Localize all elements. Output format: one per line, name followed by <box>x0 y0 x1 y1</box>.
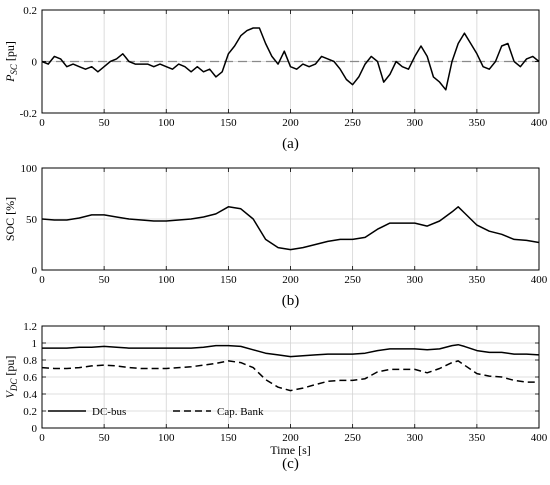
x-tick-label: 0 <box>39 117 45 129</box>
x-tick-label: 400 <box>531 117 548 129</box>
x-tick-label: 200 <box>282 274 299 286</box>
panel-caption: (b) <box>282 293 300 309</box>
series-line-cap-bank <box>41 360 539 392</box>
panel-b: 0 50 100 150 200 250 300 350 400 0 50 100 SOC [%] (b) <box>3 163 548 309</box>
panel-caption: (c) <box>282 456 299 472</box>
y-tick-label: 0.4 <box>23 389 37 401</box>
y-axis-label-main: V <box>3 389 17 398</box>
x-tick-label: 200 <box>282 117 299 129</box>
x-tick-label: 350 <box>469 117 486 129</box>
x-tick-label: 250 <box>344 117 361 129</box>
y-axis-label: PSC [pu] <box>3 41 19 83</box>
x-tick-label: 400 <box>531 432 548 444</box>
x-tick-label: 100 <box>158 117 175 129</box>
x-tick-label: 150 <box>220 432 237 444</box>
x-tick-label: 350 <box>469 274 486 286</box>
y-axis-label-unit: [pu] <box>3 41 17 64</box>
y-tick-label: 1.2 <box>23 321 37 333</box>
y-tick-label: 0 <box>32 57 38 69</box>
x-axis-label: Time [s] <box>270 443 311 457</box>
x-tick-label: 400 <box>531 274 548 286</box>
x-tick-label: 50 <box>99 274 111 286</box>
y-tick-label: 0.2 <box>23 406 37 418</box>
panel-c: 0 50 100 150 200 250 300 350 400 0 0.2 0.4 0.6 0.8 1 1.… <box>3 321 548 472</box>
series-line-1 <box>41 206 540 251</box>
x-tick-label: 100 <box>158 432 175 444</box>
series-line-1 <box>41 27 540 91</box>
y-axis-label-unit: [pu] <box>3 356 17 379</box>
x-tick-label: 250 <box>344 432 361 444</box>
x-tick-label: 250 <box>344 274 361 286</box>
y-tick-label: -0.2 <box>20 108 37 120</box>
x-tick-label: 300 <box>407 117 424 129</box>
x-tick-label: 50 <box>99 117 111 129</box>
series-line-dc-bus <box>42 343 540 358</box>
y-axis-label: VDC [pu] <box>3 356 19 399</box>
y-axis-label: SOC [%] <box>3 197 17 241</box>
x-tick-label: 100 <box>158 274 175 286</box>
x-tick-label: 0 <box>39 432 45 444</box>
panel-caption: (a) <box>282 136 299 152</box>
y-tick-label: 0.2 <box>23 5 37 17</box>
y-tick-label: 0.8 <box>23 355 37 367</box>
y-tick-label: 50 <box>26 214 38 226</box>
x-tick-label: 150 <box>220 117 237 129</box>
y-tick-label: 0 <box>32 265 38 277</box>
x-tick-label: 50 <box>99 432 111 444</box>
y-tick-label: 0.6 <box>23 372 37 384</box>
y-axis-label-main: P <box>3 74 17 83</box>
x-tick-label: 150 <box>220 274 237 286</box>
x-tick-label: 350 <box>469 432 486 444</box>
y-axis-label-sub: SC <box>9 63 19 75</box>
y-axis-label-sub: DC <box>9 378 19 392</box>
x-tick-label: 200 <box>282 432 299 444</box>
legend-entry: Cap. Bank <box>217 406 264 418</box>
x-tick-label: 300 <box>407 432 424 444</box>
x-tick-label: 0 <box>39 274 45 286</box>
y-tick-label: 100 <box>21 163 38 175</box>
y-tick-label: 1 <box>32 338 38 350</box>
y-tick-label: 0 <box>32 423 38 435</box>
legend-entry: DC-bus <box>92 406 126 418</box>
x-tick-label: 300 <box>407 274 424 286</box>
